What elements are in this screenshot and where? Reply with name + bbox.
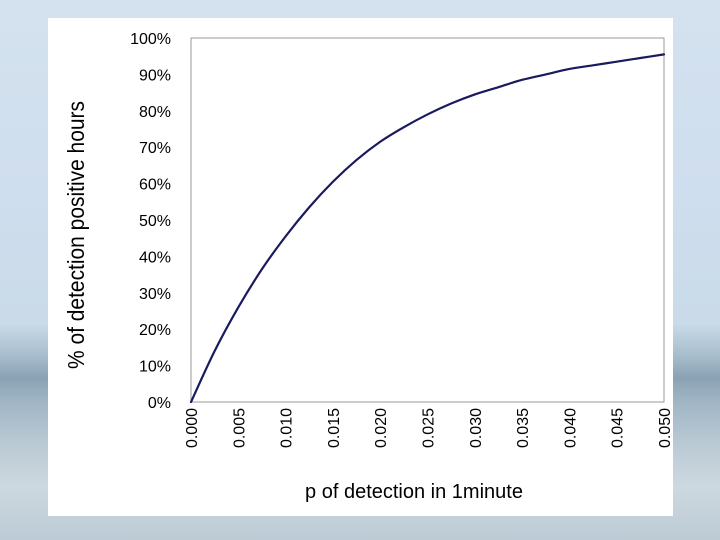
data-point <box>427 113 429 115</box>
y-tick-label: 0% <box>148 395 171 412</box>
data-point <box>474 93 476 95</box>
y-tick-label: 20% <box>139 322 171 339</box>
y-tick-label: 80% <box>139 104 171 121</box>
data-point <box>616 61 618 63</box>
x-tick-label: 0.050 <box>657 408 673 448</box>
y-tick-label: 10% <box>139 359 171 376</box>
x-tick-label: 0.040 <box>562 408 579 448</box>
x-axis-ticks: 0.000 0.005 0.010 0.015 0.020 0.025 0.030 0.035… <box>184 408 673 448</box>
data-point <box>237 306 239 308</box>
y-tick-label: 60% <box>139 177 171 194</box>
data-point <box>190 401 192 403</box>
data-point <box>308 206 310 208</box>
data-point <box>545 73 547 75</box>
data-point <box>356 159 358 161</box>
y-tick-label: 70% <box>139 140 171 157</box>
x-tick-label: 0.030 <box>468 408 485 448</box>
x-tick-label: 0.005 <box>231 408 248 448</box>
data-point <box>497 86 499 88</box>
data-point <box>639 57 641 59</box>
data-point <box>568 68 570 70</box>
data-point <box>285 235 287 237</box>
y-tick-label: 100% <box>130 31 171 48</box>
plot-area <box>190 37 665 403</box>
data-point <box>379 141 381 143</box>
x-tick-label: 0.000 <box>184 408 201 448</box>
x-tick-label: 0.035 <box>515 408 532 448</box>
line-chart: 0%10%20%30%40%50%60%70%80%90%100% 0.000 0… <box>63 31 673 503</box>
data-point <box>332 181 334 183</box>
y-tick-label: 40% <box>139 249 171 266</box>
data-point <box>450 103 452 105</box>
x-tick-label: 0.025 <box>421 408 438 448</box>
y-axis-ticks: 0% 10% 20% 30% 40% 50% 60% 70% 80% 90% 100% <box>130 31 171 412</box>
x-tick-label: 0.020 <box>373 408 390 448</box>
data-point <box>261 268 263 270</box>
x-tick-label: 0.015 <box>326 408 343 448</box>
series-line <box>189 53 666 404</box>
y-tick-label: 90% <box>139 67 171 84</box>
data-point <box>403 126 405 128</box>
y-axis-label: % of detection positive hours <box>63 101 89 369</box>
data-point <box>663 53 665 55</box>
data-point <box>592 64 594 66</box>
x-axis-label: p of detection in 1minute <box>305 481 523 503</box>
chart-panel: 0% 10% 20% 30% 40% 50% 60% 70% 80% 90% 100% 0.000 0… <box>48 18 673 516</box>
data-point <box>214 350 216 352</box>
x-tick-label: 0.045 <box>610 408 627 448</box>
data-point <box>521 79 523 81</box>
y-tick-label: 30% <box>139 286 171 303</box>
x-tick-label: 0.010 <box>279 408 296 448</box>
y-tick-label: 50% <box>139 213 171 230</box>
